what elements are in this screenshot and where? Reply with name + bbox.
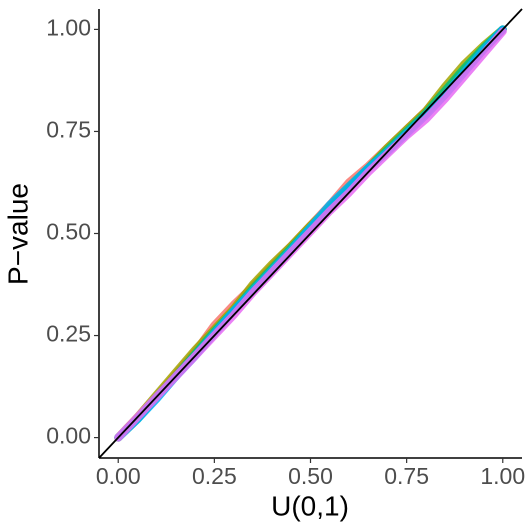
reference-line [98, 8, 523, 459]
y-tick-label: 0.00 [46, 423, 91, 449]
x-tick-label: 0.00 [96, 463, 141, 489]
x-tick-label: 0.75 [384, 463, 429, 489]
y-axis-title: P−value [2, 183, 33, 285]
y-tick-label: 0.75 [46, 117, 91, 143]
x-tick-label: 0.50 [288, 463, 333, 489]
x-tick-label: 1.00 [480, 463, 525, 489]
x-axis-title: U(0,1) [271, 490, 349, 521]
y-tick-label: 0.25 [46, 321, 91, 347]
x-tick-label: 0.25 [192, 463, 237, 489]
y-tick-label: 0.50 [46, 219, 91, 245]
y-tick-label: 1.00 [46, 14, 91, 40]
